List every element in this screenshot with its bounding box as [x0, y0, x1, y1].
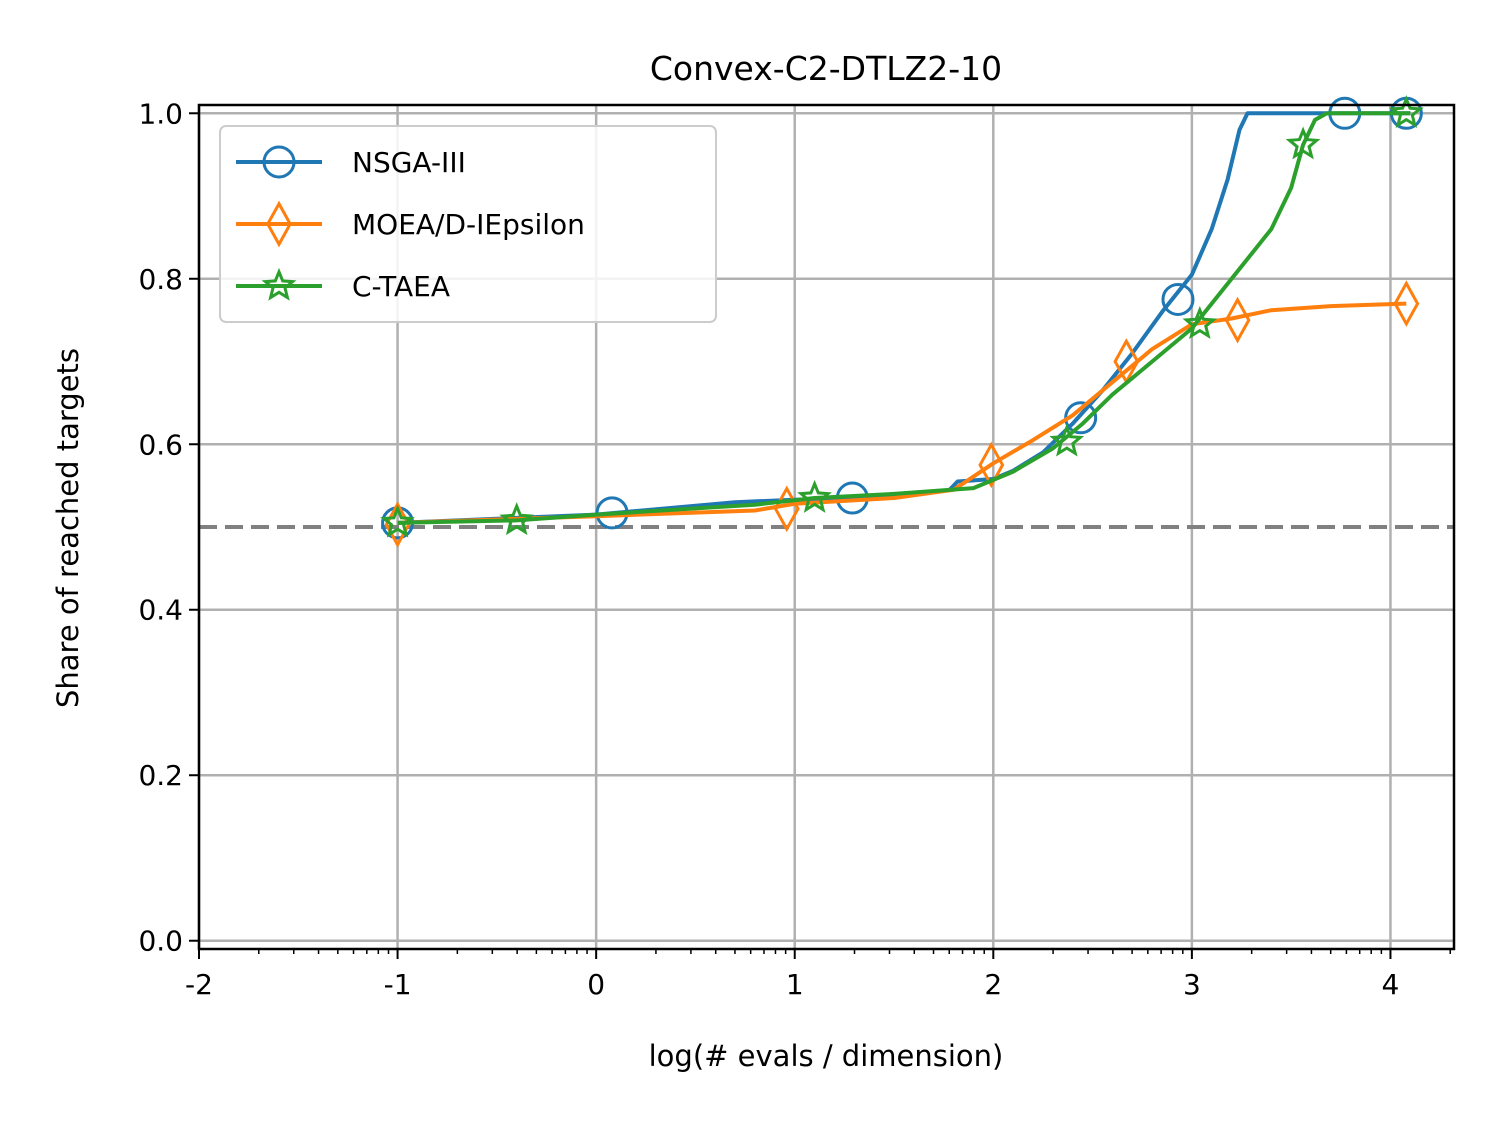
- axes: [189, 103, 1456, 959]
- x-tick-label: 1: [786, 968, 804, 1001]
- data-point: [499, 502, 535, 536]
- legend-marker: [261, 267, 297, 301]
- x-tick-label: 2: [984, 968, 1002, 1001]
- x-tick-label: 4: [1382, 968, 1400, 1001]
- x-tick-label: 3: [1183, 968, 1201, 1001]
- legend-entry: C-TAEA: [236, 267, 450, 303]
- series-2: [380, 94, 1424, 538]
- tick-labels: -2 -1 0 1 2 3 4 0.0 0.2 0.4 0.6 0.8 1.0: [138, 97, 1399, 1001]
- data-point: [1393, 280, 1420, 327]
- series-line: [397, 301, 1407, 525]
- y-axis-label: Share of reached targets: [51, 348, 85, 708]
- legend-box: [219, 125, 717, 323]
- legend-label: NSGA-III: [352, 146, 466, 179]
- data-point: [1161, 282, 1195, 316]
- data-point: [1049, 423, 1085, 457]
- y-tick-label: 0.2: [138, 759, 183, 792]
- legend-entry: MOEA/D-IEpsilon: [236, 200, 585, 248]
- x-tick-label: -1: [384, 968, 412, 1001]
- data-point: [380, 504, 415, 538]
- legend-label: C-TAEA: [352, 270, 450, 303]
- legend-entry: NSGA-III: [236, 145, 466, 179]
- legend-marker: [266, 200, 292, 248]
- x-axis-label: log(# evals / dimension): [649, 1039, 1004, 1073]
- y-tick-label: 1.0: [138, 97, 183, 130]
- y-tick-label: 0.4: [138, 594, 183, 627]
- y-tick-label: 0.6: [138, 428, 183, 461]
- plot-frame: [197, 103, 1456, 951]
- data-point: [1224, 296, 1251, 344]
- data-point: [1388, 94, 1424, 129]
- chart-title: Convex-C2-DTLZ2-10: [650, 49, 1002, 88]
- legend-label: MOEA/D-IEpsilon: [352, 208, 585, 241]
- data-point: [797, 479, 832, 513]
- legend-marker: [262, 145, 296, 179]
- data-point: [1182, 305, 1218, 340]
- y-tick-label: 0.8: [138, 263, 183, 296]
- series-group: [380, 94, 1424, 548]
- x-tick-label: -2: [185, 968, 213, 1001]
- data-point: [978, 441, 1005, 489]
- legend: NSGA-III MOEA/D-IEpsilon C-TAEA: [219, 125, 717, 323]
- y-tick-label: 0.0: [138, 925, 183, 958]
- data-point: [1285, 126, 1321, 160]
- x-tick-label: 0: [587, 968, 605, 1001]
